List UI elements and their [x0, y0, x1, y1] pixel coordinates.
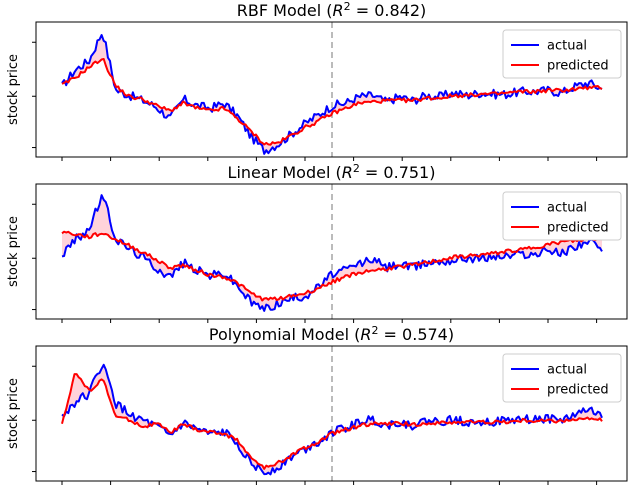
legend: actual predicted [502, 191, 622, 241]
chart-panel-2: Polynomial Model (R2 = 0.574) stock price… [6, 324, 628, 485]
series-line-predicted [61, 373, 603, 470]
y-axis-label: stock price [6, 216, 21, 287]
y-axis-label: stock price [6, 378, 21, 449]
legend: actual predicted [502, 29, 622, 79]
axes-frame [35, 345, 628, 482]
axes-frame [35, 183, 628, 320]
legend-label-actual: actual [547, 363, 587, 378]
chart-title: Polynomial Model (R2 = 0.574) [209, 324, 454, 344]
chart-panel-0: RBF Model (R2 = 0.842) stock price actual p… [6, 0, 628, 161]
chart-title: RBF Model (R2 = 0.842) [237, 0, 427, 20]
series-line-actual [61, 194, 603, 312]
legend-label-actual: actual [547, 201, 587, 216]
chart-panel-1: Linear Model (R2 = 0.751) stock price actu… [6, 162, 628, 323]
series-line-actual [61, 363, 603, 476]
series-line-predicted [61, 230, 603, 302]
y-axis-label: stock price [6, 54, 21, 125]
legend-label-predicted: predicted [547, 59, 609, 74]
axes-frame [35, 21, 628, 158]
legend-label-actual: actual [547, 39, 587, 54]
chart-title: Linear Model (R2 = 0.751) [228, 162, 436, 182]
legend: actual predicted [502, 353, 622, 403]
legend-label-predicted: predicted [547, 383, 609, 398]
series-line-predicted [61, 58, 603, 146]
legend-label-predicted: predicted [547, 221, 609, 236]
